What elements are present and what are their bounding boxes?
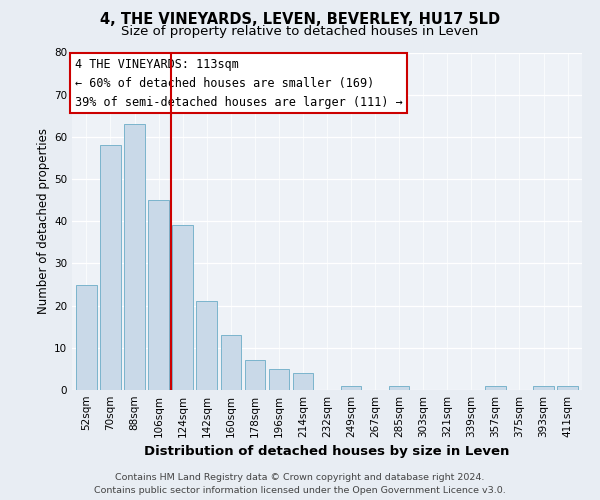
Text: 4 THE VINEYARDS: 113sqm
← 60% of detached houses are smaller (169)
39% of semi-d: 4 THE VINEYARDS: 113sqm ← 60% of detache… [74,58,403,108]
Bar [245,360,265,390]
Bar [557,386,578,390]
Text: Size of property relative to detached houses in Leven: Size of property relative to detached ho… [121,25,479,38]
Bar [196,302,217,390]
Bar [485,386,506,390]
X-axis label: Distribution of detached houses by size in Leven: Distribution of detached houses by size … [145,446,509,458]
Bar [76,284,97,390]
Bar [341,386,361,390]
Bar [389,386,409,390]
Text: Contains HM Land Registry data © Crown copyright and database right 2024.
Contai: Contains HM Land Registry data © Crown c… [94,474,506,495]
Bar [172,226,193,390]
Bar [148,200,169,390]
Bar [533,386,554,390]
Y-axis label: Number of detached properties: Number of detached properties [37,128,50,314]
Bar [221,335,241,390]
Text: 4, THE VINEYARDS, LEVEN, BEVERLEY, HU17 5LD: 4, THE VINEYARDS, LEVEN, BEVERLEY, HU17 … [100,12,500,28]
Bar [293,373,313,390]
Bar [100,146,121,390]
Bar [269,369,289,390]
Bar [124,124,145,390]
